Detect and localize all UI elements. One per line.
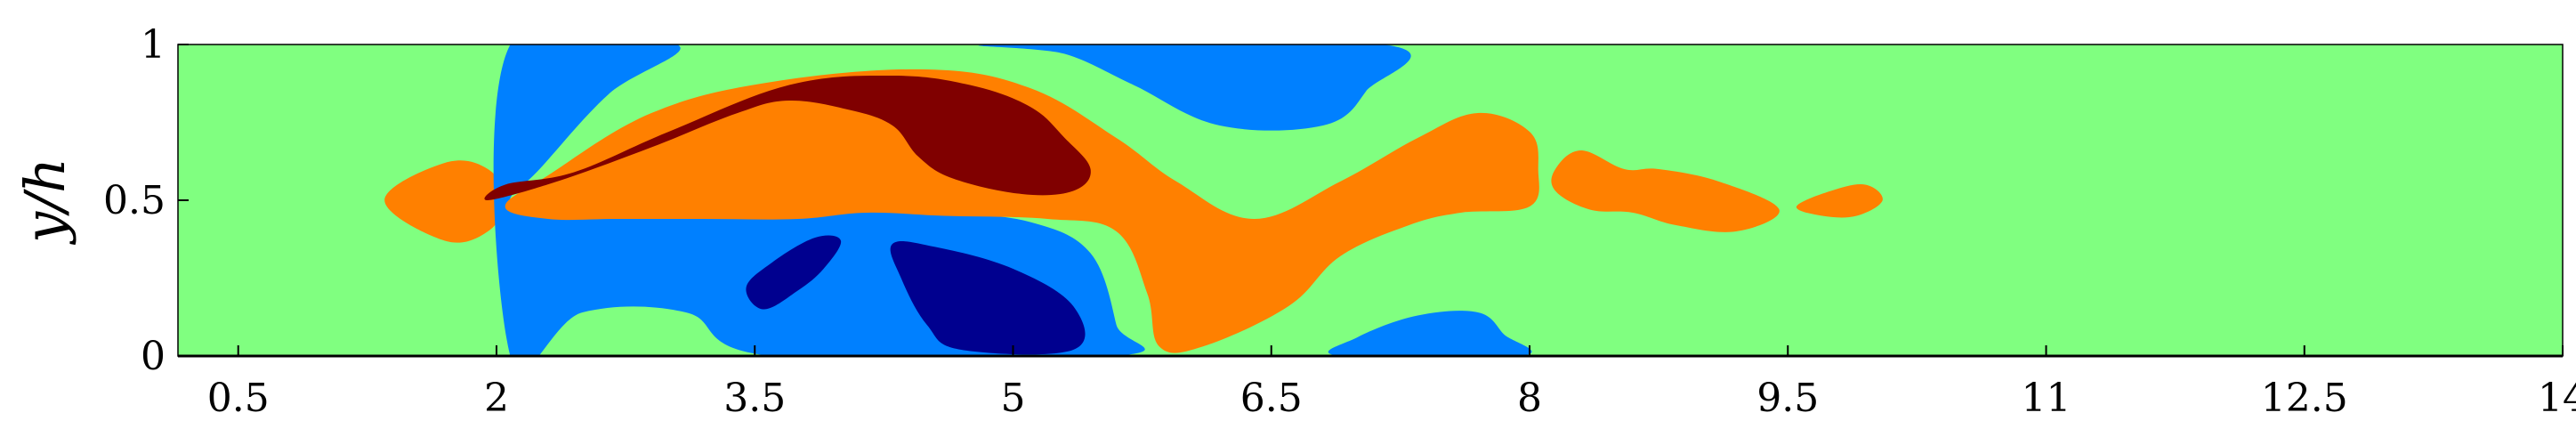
x-tick-label: 12.5 xyxy=(2261,376,2348,421)
y-tick-label: 1 xyxy=(141,22,166,68)
plot-area xyxy=(178,44,2563,356)
contour-region-positive-8 xyxy=(1796,184,1883,218)
y-axis-ticks: 00.51 xyxy=(103,22,189,379)
contour-region-strong-negative-5 xyxy=(890,240,1086,355)
x-tick-label: 2 xyxy=(484,376,509,421)
contour-region-strong-positive-9 xyxy=(484,75,1091,201)
x-tick-label: 11 xyxy=(2021,376,2071,421)
contour-region-negative-3 xyxy=(1328,311,1532,356)
contour-region-positive-7 xyxy=(1551,150,1780,232)
x-tick-label: 9.5 xyxy=(1756,376,1819,421)
contour-region-strong-negative-4 xyxy=(746,235,842,310)
x-tick-label: 14 xyxy=(2538,376,2576,421)
contour-region-positive-0 xyxy=(384,160,505,243)
x-axis-ticks: 0.5 2 3.5 5 6.5 8 9.5 11 12.5 14 xyxy=(207,345,2576,421)
contour-regions xyxy=(384,44,1883,356)
x-tick-label: 5 xyxy=(1000,376,1025,421)
contour-region-negative-2 xyxy=(978,44,1411,131)
x-tick-label: 6.5 xyxy=(1240,376,1303,421)
y-axis-label: y/h xyxy=(12,158,77,246)
x-tick-label: 0.5 xyxy=(207,376,270,421)
y-tick-label: 0 xyxy=(141,334,166,379)
x-tick-label: 3.5 xyxy=(723,376,786,421)
x-tick-label: 8 xyxy=(1517,376,1542,421)
contour-region-positive-6 xyxy=(505,69,1539,353)
y-tick-label: 0.5 xyxy=(103,178,166,223)
